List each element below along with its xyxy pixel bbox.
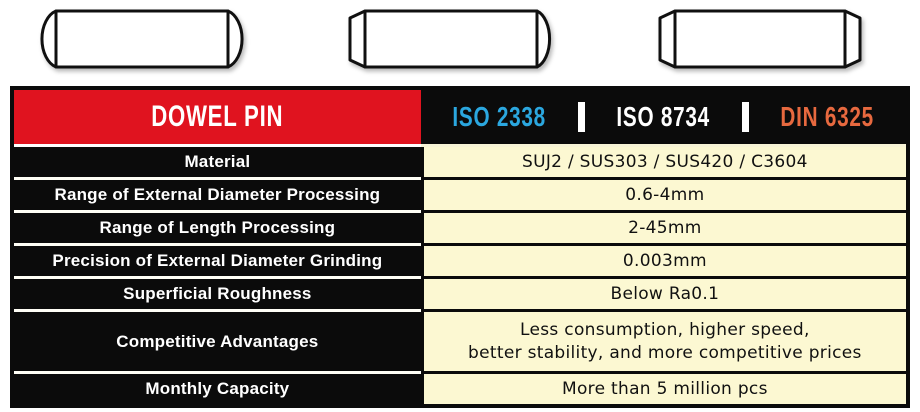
- standard-din-6325: DIN 6325: [780, 101, 875, 132]
- spec-table: DOWEL PIN ISO 2338 ISO 8734 DIN 6325 Mat…: [10, 86, 910, 408]
- row-value: Below Ra0.1: [420, 279, 906, 312]
- pin-drawings: [0, 0, 920, 74]
- standards-separator-bar: [741, 102, 749, 132]
- standards-separator-bar: [577, 102, 585, 132]
- pin-chamfered-left-rounded-right-drawing: [348, 9, 552, 69]
- row-value: SUJ2 / SUS303 / SUS420 / C3604: [420, 147, 906, 180]
- row-value: 2-45mm: [420, 213, 906, 246]
- row-label: Precision of External Diameter Grinding: [14, 246, 421, 279]
- pin-chamfered-both-ends-drawing: [658, 9, 862, 69]
- advantages-line-2: better stability, and more competitive p…: [468, 342, 862, 363]
- standard-iso-8734: ISO 8734: [616, 101, 711, 132]
- row-value: More than 5 million pcs: [420, 374, 906, 404]
- standards-cell: ISO 2338 ISO 8734 DIN 6325: [420, 90, 906, 147]
- pin-rounded-both-ends-drawing: [40, 9, 244, 69]
- row-label: Material: [14, 147, 421, 180]
- row-value: 0.6-4mm: [420, 180, 906, 213]
- advantages-text: Less consumption, higher speed, better s…: [468, 319, 862, 365]
- advantages-line-1: Less consumption, higher speed,: [520, 319, 810, 340]
- row-label: Range of External Diameter Processing: [14, 180, 421, 213]
- row-label: Monthly Capacity: [14, 374, 421, 404]
- product-title: DOWEL PIN: [151, 100, 284, 133]
- row-label: Superficial Roughness: [14, 279, 421, 312]
- row-value: Less consumption, higher speed, better s…: [420, 312, 906, 374]
- product-title-cell: DOWEL PIN: [14, 90, 421, 147]
- row-label: Competitive Advantages: [14, 312, 421, 374]
- standard-iso-2338: ISO 2338: [452, 101, 547, 132]
- row-label: Range of Length Processing: [14, 213, 421, 246]
- row-value: 0.003mm: [420, 246, 906, 279]
